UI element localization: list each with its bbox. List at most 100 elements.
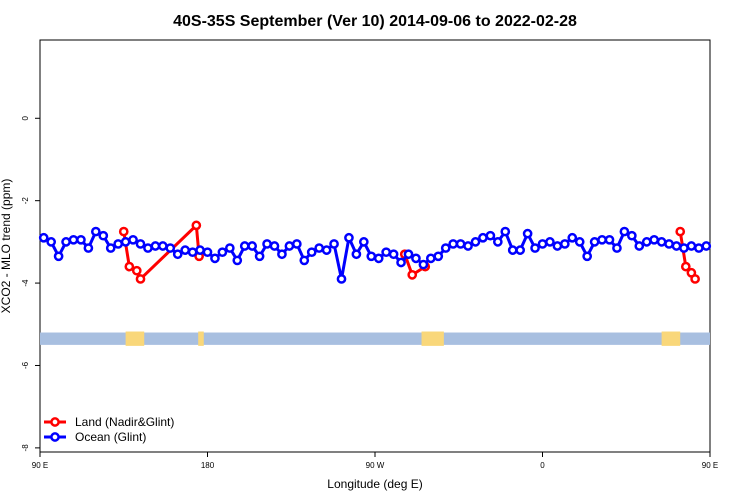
data-point: [671, 241, 682, 251]
data-point: [191, 220, 202, 231]
data-point: [195, 245, 205, 255]
data-point: [135, 239, 146, 249]
y-axis: 0 -2 -4 -6 -8: [21, 116, 40, 452]
legend-marker: [50, 417, 60, 427]
data-point: [118, 226, 129, 237]
data-point: [425, 253, 436, 264]
data-point: [500, 226, 511, 237]
data-point: [641, 237, 652, 247]
data-point: [131, 265, 142, 276]
data-point: [448, 239, 459, 249]
data-point: [358, 237, 369, 247]
data-point: [485, 230, 496, 241]
legend-label: Land (Nadir&Glint): [75, 415, 174, 429]
y-tick-label: -6: [21, 361, 30, 369]
data-point: [124, 261, 135, 272]
data-point: [83, 243, 94, 253]
x-tick-label: 90 E: [702, 461, 718, 470]
data-point: [440, 243, 451, 253]
legend-label: Ocean (Glint): [75, 430, 146, 444]
data-point: [336, 274, 347, 284]
data-point: [172, 249, 183, 260]
legend: Land (Nadir&Glint)Ocean (Glint): [44, 415, 174, 444]
land-band: [40, 331, 710, 346]
data-point: [113, 239, 124, 249]
data-point: [329, 239, 339, 249]
data-point: [46, 237, 57, 247]
legend-item: Ocean (Glint): [44, 430, 146, 444]
data-point: [165, 243, 176, 253]
data-point: [232, 255, 243, 266]
x-tick-label: 0: [540, 461, 545, 470]
data-point: [686, 241, 697, 251]
data-point: [366, 251, 377, 262]
data-point: [403, 249, 414, 260]
data-point: [559, 239, 570, 249]
land-mass: [198, 331, 204, 346]
data-point: [277, 249, 287, 260]
data-point: [224, 243, 235, 253]
data-point: [649, 234, 660, 245]
data-point: [306, 247, 317, 258]
y-tick-label: -8: [21, 444, 30, 452]
data-point: [38, 232, 49, 243]
data-point: [291, 239, 302, 249]
land-mass: [125, 331, 145, 346]
data-point: [314, 243, 325, 253]
data-point: [455, 239, 466, 249]
data-point: [217, 247, 228, 258]
data-point: [656, 237, 667, 247]
data-point: [128, 234, 138, 245]
data-point: [388, 249, 399, 260]
data-point: [344, 232, 354, 243]
data-point: [321, 245, 332, 255]
data-point: [478, 232, 488, 243]
data-point: [492, 237, 503, 247]
x-tick-label: 90 W: [366, 461, 385, 470]
data-point: [612, 243, 622, 253]
data-point: [418, 259, 429, 270]
data-point: [105, 243, 116, 253]
data-point: [150, 241, 161, 251]
data-point: [574, 237, 585, 247]
x-axis: 90 E 180 90 W 0 90 E: [32, 452, 718, 470]
y-tick-label: 0: [21, 116, 30, 121]
data-point: [299, 255, 310, 266]
data-point: [597, 234, 607, 245]
data-point: [634, 241, 645, 251]
data-point: [626, 230, 637, 241]
data-point: [619, 226, 630, 237]
x-tick-label: 180: [201, 461, 215, 470]
data-point: [545, 237, 555, 247]
data-point: [120, 237, 131, 247]
chart-title: 40S-35S September (Ver 10) 2014-09-06 to…: [173, 13, 577, 30]
data-point: [515, 245, 526, 255]
data-point: [61, 237, 71, 247]
data-point: [690, 274, 700, 284]
data-point: [202, 247, 213, 258]
data-point: [463, 241, 473, 251]
data-point: [664, 239, 674, 249]
data-point: [180, 245, 191, 255]
data-point: [530, 243, 540, 253]
data-point: [373, 253, 384, 264]
data-point: [693, 243, 704, 253]
data-point: [284, 241, 295, 251]
data-point: [90, 226, 101, 237]
data-point: [262, 239, 272, 249]
data-point: [507, 245, 518, 255]
data-point: [567, 232, 578, 243]
data-point: [247, 241, 258, 251]
data-point: [254, 251, 265, 262]
data-point: [351, 249, 362, 260]
data-point: [470, 237, 481, 247]
data-point: [680, 261, 691, 272]
data-point: [76, 234, 86, 245]
legend-marker: [50, 432, 60, 442]
data-point: [522, 228, 533, 239]
series-layer: [38, 220, 712, 284]
data-point: [589, 237, 600, 247]
land-mass: [421, 331, 444, 346]
data-point: [537, 239, 548, 249]
